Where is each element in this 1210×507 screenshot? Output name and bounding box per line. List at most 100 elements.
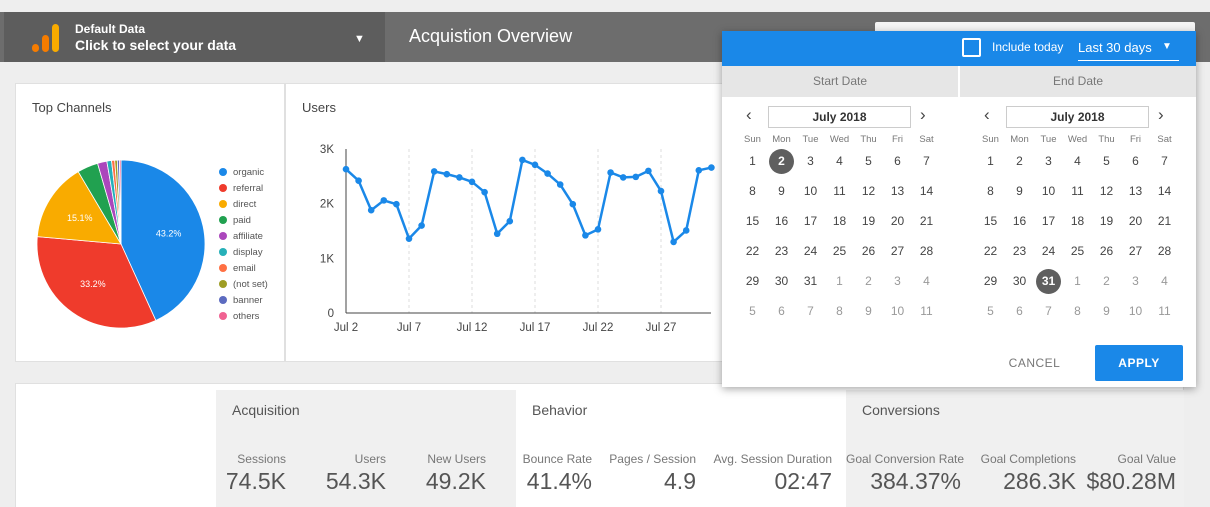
calendar-day[interactable]: 18 (1070, 214, 1085, 228)
calendar-day[interactable]: 8 (1074, 304, 1081, 318)
calendar-day[interactable]: 5 (865, 154, 872, 168)
calendar-day[interactable]: 29 (983, 274, 998, 288)
calendar-day[interactable]: 19 (1099, 214, 1114, 228)
calendar-day[interactable]: 1 (836, 274, 843, 288)
include-today-label[interactable]: Include today (992, 40, 1064, 54)
calendar-day[interactable]: 5 (1103, 154, 1110, 168)
calendar-day[interactable]: 15 (745, 214, 760, 228)
calendar-day[interactable]: 22 (745, 244, 760, 258)
calendar-day[interactable]: 4 (1161, 274, 1168, 288)
calendar-day[interactable]: 10 (890, 304, 905, 318)
calendar-day[interactable]: 23 (1012, 244, 1027, 258)
calendar-day[interactable]: 28 (1157, 244, 1172, 258)
dropdown-caret-icon[interactable]: ▼ (354, 33, 365, 45)
calendar-day[interactable]: 24 (803, 244, 818, 258)
weekday-label: Sat (1157, 134, 1172, 145)
end-month-select[interactable]: July 2018 (1006, 106, 1149, 128)
calendar-day[interactable]: 11 (920, 304, 933, 318)
calendar-day[interactable]: 25 (1070, 244, 1085, 258)
chevron-down-icon[interactable]: ▼ (1162, 41, 1172, 52)
calendar-day[interactable]: 28 (919, 244, 934, 258)
calendar-day[interactable]: 2 (1016, 154, 1023, 168)
data-point (569, 200, 577, 208)
calendar-day[interactable]: 12 (861, 184, 876, 198)
calendar-day[interactable]: 31 (1036, 269, 1061, 294)
calendar-day[interactable]: 24 (1041, 244, 1056, 258)
calendar-day[interactable]: 4 (923, 274, 930, 288)
calendar-day[interactable]: 26 (1099, 244, 1114, 258)
calendar-day[interactable]: 1 (1074, 274, 1081, 288)
start-next-month-icon[interactable]: › (920, 105, 926, 124)
calendar-day[interactable]: 7 (1161, 154, 1168, 168)
apply-button[interactable]: APPLY (1095, 345, 1183, 381)
calendar-day[interactable]: 19 (861, 214, 876, 228)
calendar-day[interactable]: 9 (1103, 304, 1110, 318)
calendar-day[interactable]: 6 (894, 154, 901, 168)
calendar-day[interactable]: 7 (807, 304, 814, 318)
calendar-day[interactable]: 9 (778, 184, 785, 198)
data-source-selector[interactable]: Default Data Click to select your data ▼ (4, 12, 385, 62)
calendar-day[interactable]: 15 (983, 214, 998, 228)
calendar-day[interactable]: 2 (769, 149, 794, 174)
calendar-day[interactable]: 3 (807, 154, 814, 168)
calendar-day[interactable]: 30 (1012, 274, 1027, 288)
end-prev-month-icon[interactable]: ‹ (984, 105, 990, 124)
calendar-day[interactable]: 10 (1128, 304, 1143, 318)
calendar-day[interactable]: 10 (1041, 184, 1056, 198)
calendar-day[interactable]: 3 (894, 274, 901, 288)
calendar-day[interactable]: 16 (1012, 214, 1027, 228)
calendar-day[interactable]: 8 (749, 184, 756, 198)
calendar-day[interactable]: 8 (987, 184, 994, 198)
calendar-day[interactable]: 11 (1158, 304, 1171, 318)
calendar-day[interactable]: 29 (745, 274, 760, 288)
start-month-select[interactable]: July 2018 (768, 106, 911, 128)
calendar-day[interactable]: 1 (987, 154, 994, 168)
calendar-day[interactable]: 31 (803, 274, 818, 288)
calendar-day[interactable]: 4 (836, 154, 843, 168)
calendar-day[interactable]: 7 (1045, 304, 1052, 318)
cancel-button[interactable]: CANCEL (1008, 356, 1061, 370)
date-range-preset-select[interactable]: Last 30 days (1078, 37, 1179, 61)
calendar-day[interactable]: 5 (987, 304, 994, 318)
calendar-day[interactable]: 6 (1132, 154, 1139, 168)
calendar-day[interactable]: 10 (803, 184, 818, 198)
calendar-day[interactable]: 11 (833, 184, 846, 198)
calendar-day[interactable]: 8 (836, 304, 843, 318)
start-prev-month-icon[interactable]: ‹ (746, 105, 752, 124)
calendar-day[interactable]: 16 (774, 214, 789, 228)
calendar-day[interactable]: 17 (1041, 214, 1056, 228)
calendar-day[interactable]: 30 (774, 274, 789, 288)
calendar-day[interactable]: 9 (1016, 184, 1023, 198)
calendar-day[interactable]: 1 (749, 154, 756, 168)
calendar-day[interactable]: 17 (803, 214, 818, 228)
calendar-day[interactable]: 11 (1071, 184, 1084, 198)
calendar-day[interactable]: 18 (832, 214, 847, 228)
include-today-checkbox[interactable] (962, 38, 981, 57)
calendar-day[interactable]: 27 (890, 244, 905, 258)
calendar-day[interactable]: 6 (778, 304, 785, 318)
calendar-day[interactable]: 14 (919, 184, 934, 198)
calendar-day[interactable]: 12 (1099, 184, 1114, 198)
calendar-day[interactable]: 5 (749, 304, 756, 318)
calendar-day[interactable]: 23 (774, 244, 789, 258)
calendar-day[interactable]: 21 (1157, 214, 1172, 228)
calendar-day[interactable]: 2 (865, 274, 872, 288)
calendar-day[interactable]: 3 (1132, 274, 1139, 288)
calendar-day[interactable]: 7 (923, 154, 930, 168)
calendar-day[interactable]: 3 (1045, 154, 1052, 168)
end-next-month-icon[interactable]: › (1158, 105, 1164, 124)
calendar-day[interactable]: 6 (1016, 304, 1023, 318)
calendar-day[interactable]: 26 (861, 244, 876, 258)
calendar-day[interactable]: 22 (983, 244, 998, 258)
calendar-day[interactable]: 25 (832, 244, 847, 258)
calendar-day[interactable]: 27 (1128, 244, 1143, 258)
calendar-day[interactable]: 14 (1157, 184, 1172, 198)
calendar-day[interactable]: 4 (1074, 154, 1081, 168)
calendar-day[interactable]: 13 (890, 184, 905, 198)
calendar-day[interactable]: 9 (865, 304, 872, 318)
calendar-day[interactable]: 2 (1103, 274, 1110, 288)
calendar-day[interactable]: 20 (1128, 214, 1143, 228)
calendar-day[interactable]: 20 (890, 214, 905, 228)
calendar-day[interactable]: 21 (919, 214, 934, 228)
calendar-day[interactable]: 13 (1128, 184, 1143, 198)
